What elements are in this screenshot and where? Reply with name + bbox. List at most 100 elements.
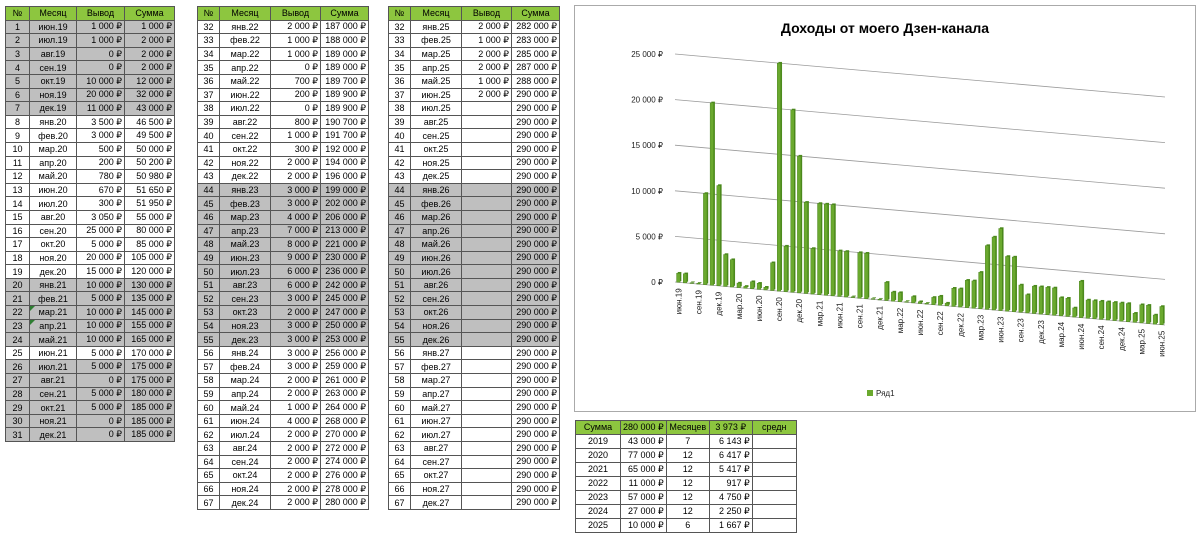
month-cell[interactable]: дек.24 [219,495,271,510]
withdrawal-cell[interactable]: 4 000 ₽ [270,413,321,429]
row-number[interactable]: 31 [5,427,30,442]
month-cell[interactable]: ноя.22 [219,155,271,171]
withdrawal-cell[interactable]: 2 000 ₽ [461,46,512,62]
chart-bar[interactable] [1126,303,1131,322]
summary-empty-cell[interactable] [751,517,797,533]
sum-cell[interactable]: 221 000 ₽ [320,237,369,252]
chart-bar[interactable] [797,155,802,294]
row-number[interactable]: 6 [5,87,30,103]
summary-year-average[interactable]: 6 417 ₽ [708,447,753,463]
month-cell[interactable]: ноя.21 [29,413,77,429]
summary-year-total[interactable]: 43 000 ₽ [620,433,667,449]
row-number[interactable]: 58 [388,373,411,388]
sum-cell[interactable]: 12 000 ₽ [124,73,175,89]
month-cell[interactable]: апр.27 [410,386,462,402]
sum-cell[interactable]: 49 500 ₽ [124,128,175,143]
withdrawal-cell[interactable] [461,305,512,320]
withdrawal-cell[interactable]: 500 ₽ [76,141,125,157]
sum-cell[interactable]: 290 000 ₽ [511,441,560,456]
sum-cell[interactable]: 175 000 ₽ [124,373,175,388]
chart-bar[interactable] [864,252,869,299]
sum-cell[interactable]: 259 000 ₽ [320,359,369,375]
month-cell[interactable]: фев.27 [410,359,462,375]
withdrawal-cell[interactable] [461,413,512,429]
withdrawal-cell[interactable] [461,237,512,252]
month-cell[interactable]: авг.21 [29,373,77,388]
chart-bar[interactable] [998,228,1003,311]
withdrawal-cell[interactable]: 10 000 ₽ [76,73,125,89]
chart-bar[interactable] [884,282,889,301]
month-cell[interactable]: дек.23 [219,332,271,347]
withdrawal-cell[interactable]: 3 000 ₽ [270,318,321,334]
withdrawal-cell[interactable]: 9 000 ₽ [270,250,321,266]
month-cell[interactable]: ноя.25 [410,155,462,171]
row-number[interactable]: 35 [197,60,220,75]
sum-cell[interactable]: 202 000 ₽ [320,196,369,211]
withdrawal-cell[interactable]: 1 000 ₽ [270,128,321,143]
month-cell[interactable]: сен.26 [410,291,462,307]
chart-bar[interactable] [756,283,761,290]
chart-bar[interactable] [723,254,728,287]
summary-year-total[interactable]: 65 000 ₽ [620,461,667,477]
chart-bar[interactable] [985,245,990,310]
row-number[interactable]: 63 [388,441,411,456]
row-number[interactable]: 23 [5,318,30,334]
month-cell[interactable]: авг.23 [219,277,271,293]
month-cell[interactable]: апр.24 [219,386,271,402]
sum-cell[interactable]: 290 000 ₽ [511,413,560,429]
chart-bar[interactable] [810,248,815,295]
sum-cell[interactable]: 290 000 ₽ [511,386,560,402]
withdrawal-cell[interactable] [461,359,512,375]
sum-cell[interactable]: 290 000 ₽ [511,223,560,239]
chart-bar[interactable] [1011,256,1016,312]
sum-cell[interactable]: 290 000 ₽ [511,114,560,130]
month-cell[interactable]: ноя.26 [410,318,462,334]
chart-bar[interactable] [1132,313,1137,323]
withdrawal-cell[interactable] [461,277,512,293]
row-number[interactable]: 51 [388,277,411,293]
chart-bar[interactable] [703,193,708,285]
row-number[interactable]: 61 [197,413,220,429]
sum-cell[interactable]: 290 000 ₽ [511,196,560,211]
sum-cell[interactable]: 165 000 ₽ [124,332,175,347]
row-number[interactable]: 30 [5,413,30,429]
summary-empty-cell[interactable] [751,447,797,463]
sum-cell[interactable]: 189 900 ₽ [320,101,369,116]
month-cell[interactable]: июн.22 [219,87,271,103]
row-number[interactable]: 57 [388,359,411,375]
sum-cell[interactable]: 189 900 ₽ [320,87,369,103]
withdrawal-cell[interactable]: 5 000 ₽ [76,386,125,402]
chart-bar[interactable] [1005,256,1010,312]
chart-bar[interactable] [1058,297,1063,317]
sum-cell[interactable]: 290 000 ₽ [511,155,560,171]
month-cell[interactable]: май.25 [410,73,462,89]
sum-cell[interactable]: 290 000 ₽ [511,128,560,143]
month-cell[interactable]: янв.21 [29,277,77,293]
col-header-month[interactable]: Месяц [29,6,77,21]
withdrawal-cell[interactable] [461,345,512,361]
row-number[interactable]: 48 [197,237,220,252]
sum-cell[interactable]: 55 000 ₽ [124,209,175,225]
withdrawal-cell[interactable]: 3 000 ₽ [270,359,321,375]
month-cell[interactable]: сен.25 [410,128,462,143]
row-number[interactable]: 7 [5,101,30,116]
summary-header-average[interactable]: 3 973 ₽ [708,420,753,435]
month-cell[interactable]: ноя.24 [219,481,271,497]
row-number[interactable]: 60 [388,400,411,415]
month-cell[interactable]: авг.20 [29,209,77,225]
summary-year[interactable]: 2023 [575,489,621,505]
summary-year[interactable]: 2020 [575,447,621,463]
withdrawal-cell[interactable]: 1 000 ₽ [461,33,512,48]
withdrawal-cell[interactable]: 2 000 ₽ [270,495,321,510]
summary-year[interactable]: 2021 [575,461,621,477]
month-cell[interactable]: окт.24 [219,468,271,483]
withdrawal-cell[interactable]: 3 000 ₽ [270,291,321,307]
sum-cell[interactable]: 50 200 ₽ [124,155,175,171]
chart-bar[interactable] [750,281,755,289]
sum-cell[interactable]: 50 980 ₽ [124,169,175,184]
row-number[interactable]: 64 [197,454,220,470]
row-number[interactable]: 11 [5,155,30,171]
chart-bar[interactable] [924,303,929,305]
row-number[interactable]: 38 [388,101,411,116]
withdrawal-cell[interactable]: 6 000 ₽ [270,264,321,279]
